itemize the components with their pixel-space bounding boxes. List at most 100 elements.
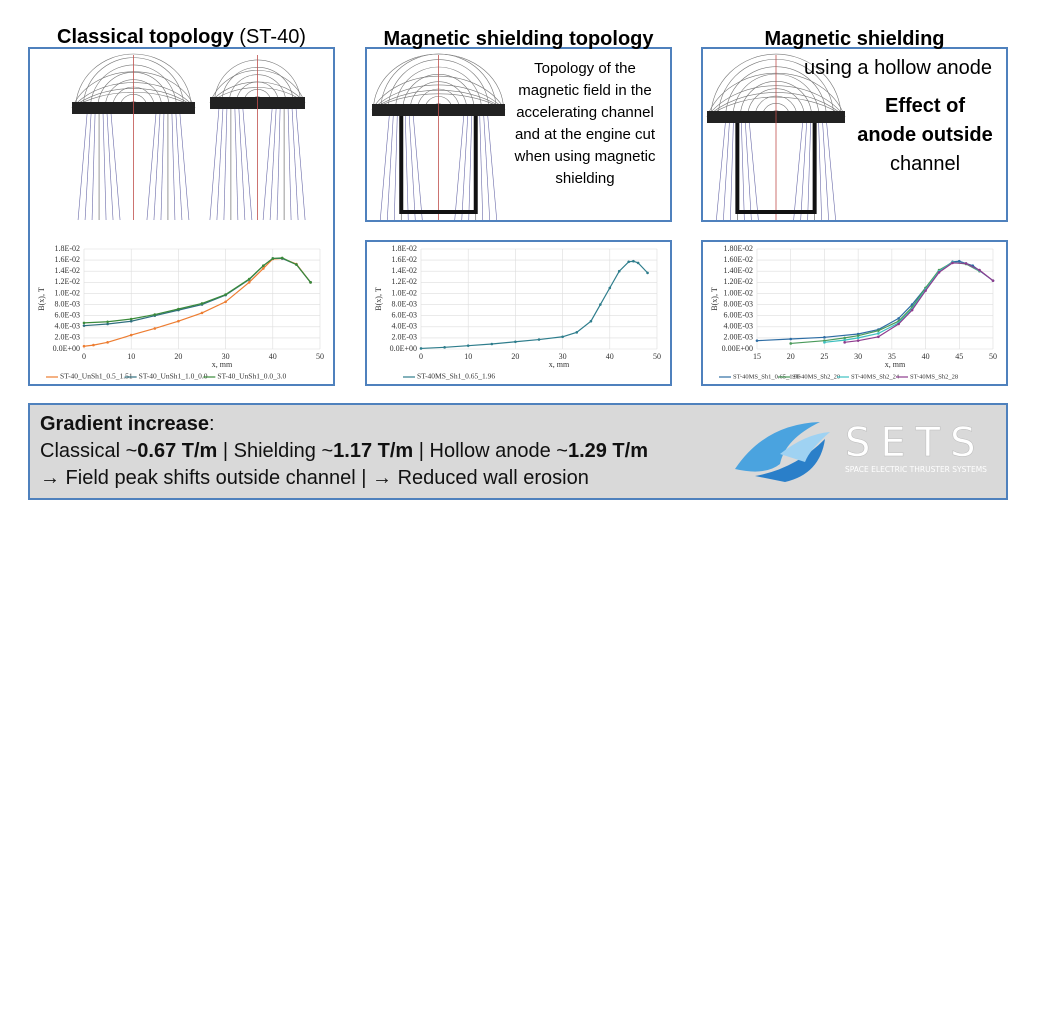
field-line — [291, 108, 299, 221]
field-line — [209, 108, 220, 221]
field-line — [408, 115, 416, 221]
field-line — [262, 108, 273, 221]
logo-shape — [780, 432, 830, 462]
legend-label: ST-40_UnSh1_0.5_1.51 — [60, 372, 133, 381]
x-tick-label: 40 — [269, 352, 277, 361]
y-tick-label: 2.00E-03 — [723, 333, 753, 342]
data-point — [561, 335, 564, 339]
field-line — [793, 122, 803, 221]
field-line — [102, 113, 107, 221]
legend-label: ST-40MS_Sh2_24 — [851, 373, 900, 380]
text-segment: (ST-40) — [233, 26, 306, 48]
field-line — [295, 108, 306, 221]
data-point — [247, 281, 251, 284]
data-point — [129, 319, 133, 323]
data-point — [200, 302, 204, 305]
data-point — [490, 342, 494, 346]
field-line — [386, 115, 394, 221]
x-tick-label: 0 — [419, 352, 423, 361]
field-line — [146, 113, 157, 221]
data-point — [627, 260, 630, 264]
text-segment: Effect of — [885, 95, 965, 117]
field-line — [106, 113, 114, 221]
data-point — [937, 271, 941, 274]
summary-line: Gradient increase: — [40, 411, 996, 438]
data-point — [755, 339, 759, 342]
y-tick-label: 1.00E-02 — [723, 288, 753, 297]
field-line — [242, 108, 253, 221]
data-point — [991, 279, 995, 282]
heading: Magnetic shielding — [701, 28, 1008, 51]
heading: Magnetic shielding topology — [365, 28, 672, 51]
data-point — [632, 259, 635, 263]
field-line — [75, 53, 192, 109]
y-tick-label: 4.00E-03 — [723, 322, 753, 331]
y-tick-label: 1.4E-02 — [54, 266, 80, 275]
data-point — [419, 347, 423, 350]
x-tick-label: 30 — [854, 352, 862, 361]
panel-hollow — [701, 47, 1008, 222]
x-axis-label: x, mm — [212, 360, 233, 369]
data-point — [589, 319, 593, 323]
y-tick-label: 1.80E-02 — [723, 244, 753, 253]
field-line — [454, 115, 465, 221]
y-axis-label: B(x), T — [710, 287, 719, 311]
data-point — [280, 256, 284, 260]
y-tick-label: 1.4E-02 — [391, 266, 417, 275]
y-tick-label: 0.0E+00 — [390, 344, 417, 353]
data-point — [153, 313, 157, 316]
data-point — [106, 320, 109, 324]
x-tick-label: 35 — [888, 352, 896, 361]
data-point — [106, 322, 109, 326]
heading: Classical topology (ST-40) — [28, 26, 335, 49]
field-line — [483, 115, 491, 221]
field-line — [818, 122, 822, 221]
data-point — [82, 344, 86, 348]
x-tick-label: 50 — [653, 352, 661, 361]
y-tick-label: 6.0E-03 — [391, 310, 417, 319]
data-point — [823, 341, 826, 344]
data-point — [177, 307, 180, 311]
field-line — [153, 113, 161, 221]
logo-name: SETS — [845, 420, 986, 466]
text-segment: Magnetic shielding topology — [383, 28, 654, 50]
panel-shielding — [365, 47, 672, 222]
y-tick-label: 1.60E-02 — [723, 255, 753, 264]
data-point — [200, 311, 204, 315]
logo-shape — [735, 422, 820, 472]
data-point — [978, 268, 981, 272]
data-point — [897, 322, 900, 326]
data-point — [599, 303, 602, 306]
y-axis-label: B(x), T — [374, 287, 383, 311]
text-segment: anode outside — [857, 124, 993, 146]
x-tick-label: 40 — [606, 352, 614, 361]
data-point — [224, 293, 227, 296]
data-point — [636, 261, 640, 265]
data-point — [514, 340, 517, 344]
y-tick-label: 1.8E-02 — [391, 244, 417, 253]
x-tick-label: 50 — [989, 352, 997, 361]
text-segment: | Shielding ~ — [217, 440, 334, 462]
series-line — [824, 261, 980, 343]
logo-shape — [755, 439, 825, 482]
field-line — [160, 113, 165, 221]
data-point — [951, 261, 954, 265]
series-line — [790, 261, 980, 345]
x-axis-label: x, mm — [549, 360, 570, 369]
text-segment: Gradient increase — [40, 413, 209, 435]
anode — [735, 123, 817, 214]
field-line — [487, 115, 498, 221]
data-point — [617, 269, 621, 273]
data-point — [910, 308, 914, 312]
field-line — [412, 115, 423, 221]
series-line — [420, 260, 648, 350]
field-line — [822, 122, 829, 221]
y-tick-label: 8.0E-03 — [391, 299, 417, 308]
data-point — [646, 271, 649, 275]
field-line — [84, 113, 92, 221]
data-point — [877, 329, 880, 332]
data-point — [910, 303, 914, 306]
series-line — [83, 257, 312, 347]
data-point — [964, 262, 968, 265]
data-point — [82, 321, 86, 325]
